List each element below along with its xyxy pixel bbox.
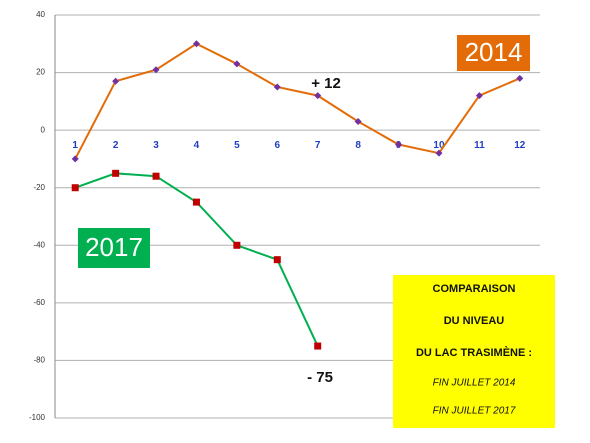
x-tick-label: 5: [234, 140, 240, 151]
legend-box: [78, 228, 150, 268]
y-tick-label: 40: [36, 10, 45, 19]
x-tick-label: 12: [514, 140, 526, 151]
y-tick-label: -60: [33, 298, 45, 307]
marker: [233, 60, 241, 68]
legend-label: 2014: [465, 37, 523, 67]
marker: [152, 172, 160, 180]
marker: [192, 40, 200, 48]
x-tick-label: 10: [433, 140, 445, 151]
x-tick-label: 6: [275, 140, 281, 151]
x-tick-label: 4: [194, 140, 200, 151]
annotation: - 75: [307, 369, 333, 386]
marker: [273, 83, 281, 91]
info-title: DU NIVEAU: [444, 315, 505, 327]
info-title: DU LAC TRASIMÈNE :: [416, 346, 532, 359]
legend-box: [457, 35, 530, 71]
x-tick-label: 11: [474, 140, 485, 151]
x-tick-label: 2: [113, 140, 119, 151]
y-tick-label: -20: [33, 183, 45, 192]
y-tick-label: 20: [36, 68, 45, 77]
marker: [71, 184, 79, 192]
y-tick-label: 0: [41, 125, 46, 134]
marker: [273, 256, 281, 264]
x-tick-label: 3: [153, 140, 159, 151]
marker: [112, 169, 120, 177]
marker: [112, 77, 120, 85]
marker: [71, 155, 79, 163]
info-box: [393, 275, 555, 428]
info-title: COMPARAISON: [433, 283, 516, 295]
annotation: + 12: [311, 75, 341, 92]
legend-label: 2017: [85, 232, 143, 262]
x-tick-label: 1: [72, 140, 78, 151]
marker: [475, 92, 483, 100]
x-tick-label: 8: [355, 140, 361, 151]
marker: [516, 74, 524, 82]
y-tick-label: -80: [33, 356, 45, 365]
x-tick-label: 7: [315, 140, 321, 151]
marker: [354, 118, 362, 126]
y-tick-label: -100: [29, 413, 46, 422]
series-line: [74, 42, 521, 160]
marker: [192, 198, 200, 206]
marker: [152, 66, 160, 74]
marker: [314, 342, 322, 350]
marker: [435, 149, 443, 157]
info-sub: FIN JUILLET 2017: [433, 406, 516, 417]
y-tick-label: -40: [33, 240, 45, 249]
info-sub: FIN JUILLET 2014: [433, 378, 516, 389]
marker: [395, 141, 403, 149]
marker: [233, 241, 241, 249]
marker: [314, 92, 322, 100]
